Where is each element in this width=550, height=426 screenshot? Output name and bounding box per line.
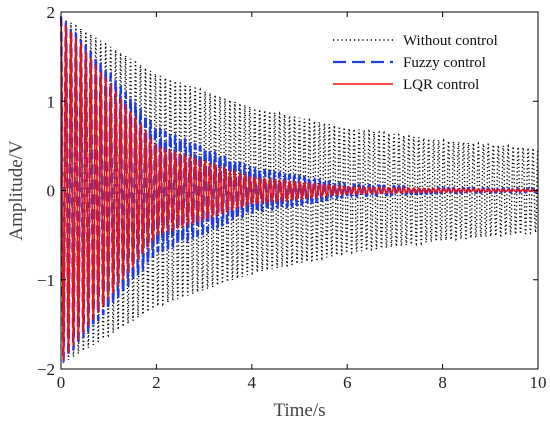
x-tick-label: 10 — [530, 373, 547, 392]
y-tick-label: −1 — [37, 271, 55, 290]
x-tick-label: 6 — [343, 373, 352, 392]
legend-label-fuzzy-control: Fuzzy control — [403, 55, 486, 71]
y-tick-label: 0 — [47, 182, 56, 201]
series-line-lqr-control — [60, 18, 539, 360]
x-tick-label: 2 — [152, 373, 161, 392]
legend-label-without-control: Without control — [403, 33, 498, 49]
x-axis-label: Time/s — [273, 400, 325, 421]
y-tick-label: 2 — [47, 3, 56, 22]
y-axis-label: Amplitude/V — [6, 140, 27, 241]
legend: Without control Fuzzy control LQR contro… — [333, 33, 498, 93]
series-layer — [59, 16, 539, 364]
x-tick-label: 8 — [438, 373, 447, 392]
x-tick-label: 4 — [248, 373, 257, 392]
series-line-without-control — [60, 16, 539, 364]
y-tick-label: 1 — [47, 92, 56, 111]
x-tick-label: 0 — [57, 373, 66, 392]
series-line-fuzzy-control — [59, 16, 539, 362]
legend-label-lqr-control: LQR control — [403, 77, 479, 93]
y-tick-label: −2 — [37, 360, 55, 379]
